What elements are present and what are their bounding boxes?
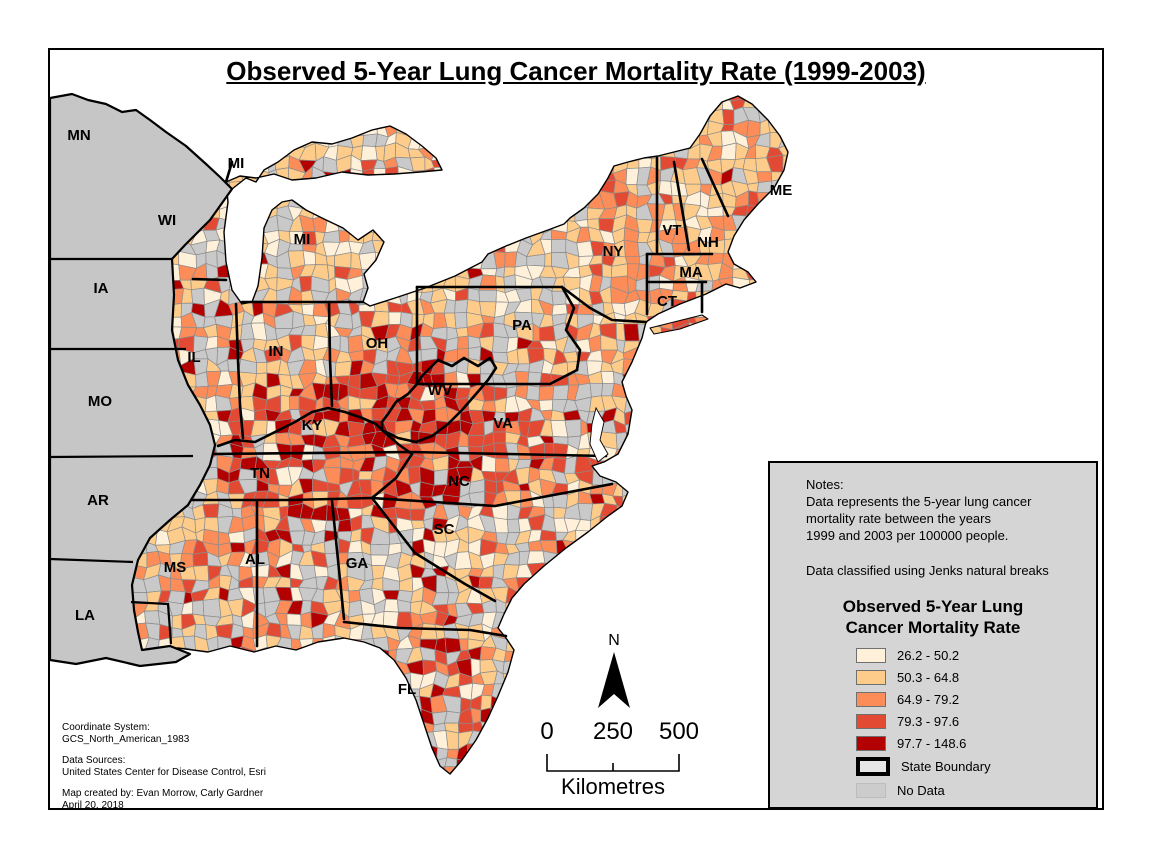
legend-swatch-no-data (856, 782, 886, 798)
scale-tick-0: 0 (540, 718, 554, 745)
svg-text:CT: CT (657, 293, 677, 310)
legend-swatch-class5 (856, 735, 886, 751)
svg-text:OH: OH (366, 335, 389, 352)
svg-text:MA: MA (679, 264, 702, 281)
credits: Coordinate System: GCS_North_American_19… (62, 722, 266, 812)
notes-line: Data represents the 5-year lung cancer (806, 494, 1032, 509)
legend-swatch-class3 (856, 691, 886, 707)
svg-text:MO: MO (88, 393, 112, 410)
legend-row-state-boundary: State Boundary (856, 754, 991, 779)
coastline (131, 95, 789, 775)
svg-text:FL: FL (398, 681, 416, 698)
svg-text:AL: AL (245, 551, 265, 568)
map-title: Observed 5-Year Lung Cancer Mortality Ra… (226, 56, 926, 86)
scale-unit-label: Kilometres (561, 774, 665, 799)
legend-row: 64.9 - 79.2 (856, 688, 991, 710)
notes-line: mortality rate between the years (806, 511, 991, 526)
created-by: Map created by: Evan Morrow, Carly Gardn… (62, 788, 264, 799)
notes-legend-panel: Notes: Data represents the 5-year lung c… (768, 461, 1098, 809)
svg-text:LA: LA (75, 607, 95, 624)
svg-text:IN: IN (269, 343, 284, 360)
svg-text:AR: AR (87, 492, 109, 509)
legend: 26.2 - 50.2 50.3 - 64.8 64.9 - 79.2 79.3… (856, 644, 991, 801)
legend-swatch-class1 (856, 647, 886, 663)
svg-text:MS: MS (164, 559, 187, 576)
svg-text:NC: NC (448, 473, 470, 490)
svg-text:TN: TN (250, 465, 270, 482)
notes-heading: Notes: (806, 477, 844, 492)
legend-row: 97.7 - 148.6 (856, 732, 991, 754)
scale-bar (546, 754, 680, 772)
legend-row: 50.3 - 64.8 (856, 666, 991, 688)
legend-title: Observed 5-Year Lung Cancer Mortality Ra… (842, 597, 1024, 637)
svg-text:IL: IL (187, 349, 200, 366)
state-boundaries (184, 156, 730, 648)
north-arrow-icon (598, 652, 630, 708)
legend-swatch-class2 (856, 669, 886, 685)
svg-text:PA: PA (512, 317, 532, 334)
data-sources-heading: Data Sources: (62, 755, 126, 766)
notes-line: 1999 and 2003 per 100000 people. (806, 528, 1009, 543)
svg-text:WV: WV (428, 382, 452, 399)
svg-text:NH: NH (697, 234, 719, 251)
no-data-states (50, 92, 234, 668)
legend-swatch-state-boundary (856, 757, 890, 776)
svg-text:IA: IA (94, 280, 109, 297)
svg-text:SC: SC (434, 521, 455, 538)
north-label: N (608, 632, 620, 649)
chesapeake-bay (589, 406, 609, 463)
svg-text:ME: ME (770, 182, 793, 199)
long-island (649, 314, 709, 335)
legend-swatch-class4 (856, 713, 886, 729)
legend-row: 79.3 - 97.6 (856, 710, 991, 732)
notes-text: Notes: Data represents the 5-year lung c… (806, 476, 1031, 544)
svg-text:MI: MI (228, 155, 245, 172)
svg-text:VT: VT (662, 222, 681, 239)
legend-row: 26.2 - 50.2 (856, 644, 991, 666)
svg-text:VA: VA (493, 415, 513, 432)
scale-tick-500: 500 (658, 718, 700, 745)
scale-tick-250: 250 (592, 718, 634, 745)
created-date: April 20, 2018 (62, 800, 124, 811)
no-data-state-borders (50, 257, 194, 645)
legend-row-no-data: No Data (856, 779, 991, 801)
coordinate-system-heading: Coordinate System: (62, 722, 150, 733)
coordinate-system-value: GCS_North_American_1983 (62, 734, 190, 745)
map-frame: MN WI MI MI IA IL IN OH MO KY WV PA NY VT NH ME MA CT VA NC… (48, 48, 1104, 812)
svg-text:MN: MN (67, 127, 90, 144)
svg-text:GA: GA (346, 555, 369, 572)
svg-text:KY: KY (302, 417, 323, 434)
svg-text:MI: MI (294, 231, 311, 248)
data-sources-value: United States Center for Disease Control… (62, 767, 266, 778)
svg-text:NY: NY (603, 243, 624, 260)
svg-text:WI: WI (158, 212, 176, 229)
classification-note: Data classified using Jenks natural brea… (806, 563, 1049, 578)
